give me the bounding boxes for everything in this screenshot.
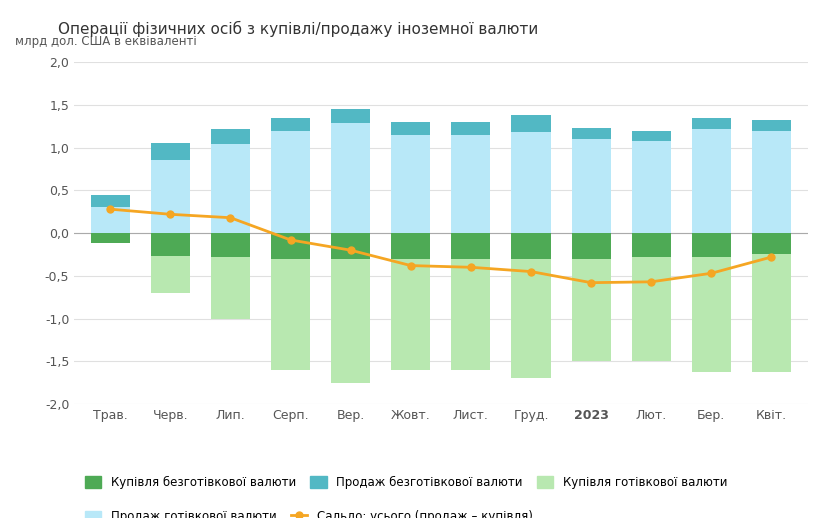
Text: Операції фізичних осіб з купівлі/продажу іноземної валюти: Операції фізичних осіб з купівлі/продажу… bbox=[58, 21, 538, 37]
Сальдо: усього (продаж – купівля): (4, -0.2): усього (продаж – купівля): (4, -0.2) bbox=[346, 247, 356, 253]
Bar bbox=[331, 109, 370, 233]
Сальдо: усього (продаж – купівля): (8, -0.58): усього (продаж – купівля): (8, -0.58) bbox=[586, 280, 596, 286]
Bar bbox=[151, 233, 190, 293]
Сальдо: усього (продаж – купівля): (7, -0.45): усього (продаж – купівля): (7, -0.45) bbox=[526, 268, 536, 275]
Сальдо: усього (продаж – купівля): (10, -0.47): усього (продаж – купівля): (10, -0.47) bbox=[706, 270, 716, 277]
Bar bbox=[572, 233, 611, 259]
Bar bbox=[572, 233, 611, 362]
Bar bbox=[512, 115, 550, 132]
Bar bbox=[91, 233, 129, 243]
Bar bbox=[512, 233, 550, 259]
Bar bbox=[632, 233, 671, 257]
Bar bbox=[391, 122, 430, 135]
Bar bbox=[632, 131, 671, 141]
Bar bbox=[452, 122, 490, 233]
Bar bbox=[452, 122, 490, 135]
Line: Сальдо: усього (продаж – купівля): Сальдо: усього (продаж – купівля) bbox=[107, 206, 775, 286]
Bar bbox=[151, 142, 190, 233]
Text: млрд дол. США в еквіваленті: млрд дол. США в еквіваленті bbox=[16, 36, 197, 49]
Сальдо: усього (продаж – купівля): (2, 0.18): усього (продаж – купівля): (2, 0.18) bbox=[226, 214, 236, 221]
Bar bbox=[572, 128, 611, 139]
Bar bbox=[391, 233, 430, 370]
Bar bbox=[271, 118, 310, 132]
Сальдо: усього (продаж – купівля): (0, 0.28): усього (продаж – купівля): (0, 0.28) bbox=[105, 206, 115, 212]
Bar bbox=[572, 128, 611, 233]
Сальдо: усього (продаж – купівля): (3, -0.08): усього (продаж – купівля): (3, -0.08) bbox=[286, 237, 296, 243]
Bar bbox=[512, 233, 550, 378]
Bar bbox=[692, 118, 731, 233]
Bar bbox=[91, 195, 129, 207]
Bar bbox=[452, 233, 490, 370]
Сальдо: усього (продаж – купівля): (6, -0.4): усього (продаж – купівля): (6, -0.4) bbox=[466, 264, 475, 270]
Bar bbox=[271, 233, 310, 259]
Сальдо: усього (продаж – купівля): (1, 0.22): усього (продаж – купівля): (1, 0.22) bbox=[166, 211, 176, 218]
Bar bbox=[271, 118, 310, 233]
Bar bbox=[692, 233, 731, 372]
Bar bbox=[512, 115, 550, 233]
Bar bbox=[331, 109, 370, 123]
Bar bbox=[271, 233, 310, 370]
Bar bbox=[632, 131, 671, 233]
Сальдо: усього (продаж – купівля): (9, -0.57): усього (продаж – купівля): (9, -0.57) bbox=[646, 279, 656, 285]
Bar bbox=[632, 233, 671, 362]
Bar bbox=[211, 233, 250, 257]
Bar bbox=[151, 142, 190, 160]
Bar bbox=[452, 233, 490, 259]
Bar bbox=[211, 129, 250, 233]
Сальдо: усього (продаж – купівля): (11, -0.28): усього (продаж – купівля): (11, -0.28) bbox=[766, 254, 776, 260]
Bar bbox=[752, 120, 791, 233]
Сальдо: усього (продаж – купівля): (5, -0.38): усього (продаж – купівля): (5, -0.38) bbox=[406, 263, 416, 269]
Bar bbox=[752, 233, 791, 254]
Bar bbox=[692, 118, 731, 129]
Bar bbox=[692, 233, 731, 257]
Legend: Продаж готівкової валюти, Сальдо: усього (продаж – купівля): Продаж готівкової валюти, Сальдо: усього… bbox=[80, 506, 537, 518]
Bar bbox=[151, 233, 190, 256]
Bar bbox=[391, 122, 430, 233]
Bar bbox=[211, 129, 250, 144]
Bar bbox=[331, 233, 370, 383]
Bar bbox=[91, 195, 129, 233]
Bar bbox=[211, 233, 250, 319]
Bar bbox=[331, 233, 370, 259]
Bar bbox=[391, 233, 430, 259]
Bar bbox=[752, 233, 791, 371]
Bar bbox=[752, 120, 791, 131]
